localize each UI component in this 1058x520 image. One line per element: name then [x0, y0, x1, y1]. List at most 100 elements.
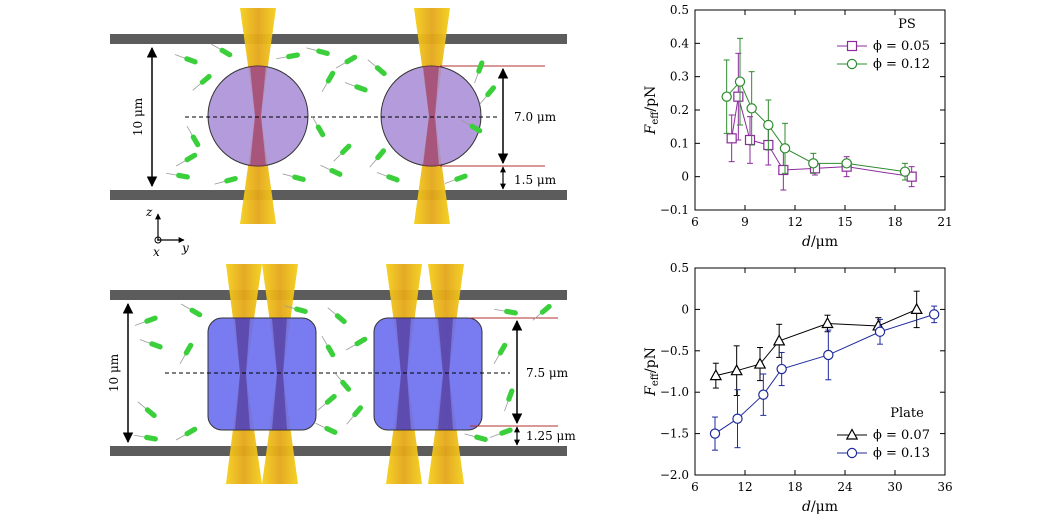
series [721, 37, 911, 181]
legend: PS ϕ = 0.05 ϕ = 0.12 [837, 17, 930, 72]
data-point [721, 91, 732, 102]
legend-label: ϕ = 0.05 [873, 39, 930, 54]
legend-marker [845, 428, 859, 440]
diameter-label: 7.0 μm [514, 110, 557, 124]
x-tick-label: 21 [937, 215, 952, 229]
plate-particle [207, 317, 317, 431]
coordinate-axes: z x y [145, 205, 189, 259]
y-tick-label: −1.5 [660, 427, 689, 441]
data-point [758, 389, 769, 400]
bacterium-icon [317, 393, 337, 411]
data-point [734, 76, 746, 87]
bacterium-icon [504, 388, 515, 412]
bacterium-icon [479, 85, 497, 105]
y-tick-label: 0.3 [670, 70, 689, 84]
bacterium-icon [494, 308, 518, 316]
y-axis-label: Feff/pN [643, 86, 661, 136]
laser-beam-core [438, 318, 453, 430]
gap-label: 10 μm [107, 353, 121, 392]
bacterium-icon [284, 305, 308, 314]
data-point [753, 357, 767, 369]
legend-item: ϕ = 0.12 [837, 57, 930, 72]
data-point [726, 133, 737, 144]
series-line [715, 308, 917, 377]
data-point [779, 143, 791, 154]
axis-y-label: y [181, 241, 189, 255]
bacterium-icon [464, 433, 488, 442]
bacterium-icon [139, 339, 163, 350]
legend-item: ϕ = 0.07 [837, 428, 930, 443]
laser-beam-core [423, 66, 439, 166]
data-point [906, 171, 917, 182]
data-point [778, 164, 789, 176]
y-tick-label: 0.5 [670, 261, 689, 275]
bacterium-icon [166, 172, 190, 180]
laser-beam-core [272, 318, 287, 430]
bacterium-icon [321, 335, 336, 358]
bacterium-icon [174, 54, 198, 65]
bacterium-icon [186, 125, 201, 148]
data-point [763, 119, 774, 131]
axis-x-label: x [153, 245, 160, 259]
data-point [733, 91, 744, 102]
data-point [823, 349, 834, 361]
legend-marker [846, 447, 858, 459]
bacterium-icon [276, 52, 300, 60]
bacterium-icon [175, 426, 198, 441]
legend-item: ϕ = 0.13 [837, 446, 930, 461]
bacterium-icon [344, 82, 368, 93]
y-tick-label: −1.0 [660, 385, 689, 399]
y-tick-label: 0.2 [670, 103, 689, 117]
series [709, 305, 940, 451]
data-point [772, 334, 786, 346]
x-tick-label: 18 [887, 215, 902, 229]
bacterium-icon [327, 307, 347, 325]
laser-beam-core [396, 318, 411, 430]
bacterium-icon [315, 422, 338, 435]
bottom-wall-lower [110, 446, 567, 456]
bacterium-icon [346, 405, 364, 425]
bacterium-icon [306, 47, 330, 56]
data-point [874, 326, 886, 337]
y-tick-label: 0.5 [670, 3, 689, 17]
x-tick-label: 30 [887, 480, 902, 494]
legend-marker [846, 40, 858, 52]
x-tick-label: 36 [937, 480, 952, 494]
clearance-label: 1.25 μm [526, 429, 576, 443]
legend-label: ϕ = 0.07 [873, 428, 930, 443]
bacterium-icon [321, 70, 336, 93]
x-tick-label: 6 [691, 480, 699, 494]
x-tick-label: 24 [837, 480, 853, 494]
y-tick-label: −0.5 [660, 344, 689, 358]
data-point [709, 428, 721, 439]
bacterium-icon [175, 152, 198, 167]
bacterium-icon [179, 342, 194, 365]
bacterium-icon [532, 303, 552, 321]
diagram-plates: 10 μm 7.5 μm 1.25 μm [107, 264, 576, 484]
bacterium-icon [137, 401, 157, 419]
series-line [726, 80, 906, 173]
x-axis-label: d/μm [802, 499, 838, 515]
data-point [732, 413, 743, 424]
data-point [709, 368, 723, 381]
chart-plate: 6 12 18 24 30 36 −2.0 −1.5 −1.0 −0.5 0 0.5 d/μm Feff/… [643, 261, 953, 515]
legend-label: ϕ = 0.13 [873, 446, 930, 461]
y-tick-label: 0 [681, 170, 689, 184]
data-point [808, 158, 819, 169]
data-point [730, 363, 743, 376]
diagram-ps-spheres: 10 μm 7.0 μm 1.5 μm z x y [110, 8, 567, 259]
chart-ps: 6 9 12 15 18 21 −0.1 0 0.1 0.2 0.3 0.4 0.5 d/μm Feff/p… [643, 3, 953, 250]
laser-beam-core [235, 318, 250, 430]
x-tick-label: 12 [787, 215, 802, 229]
x-tick-label: 15 [837, 215, 852, 229]
data-point [746, 103, 757, 114]
bacteria-group [134, 303, 552, 442]
bacterium-icon [367, 59, 387, 77]
bacterium-icon [335, 54, 358, 69]
gap-label: 10 μm [131, 97, 145, 136]
y-tick-label: 0.4 [670, 36, 689, 50]
y-tick-label: 0 [681, 302, 689, 316]
bacterium-icon [474, 60, 485, 84]
bacterium-icon [334, 372, 352, 392]
data-point [899, 166, 911, 177]
